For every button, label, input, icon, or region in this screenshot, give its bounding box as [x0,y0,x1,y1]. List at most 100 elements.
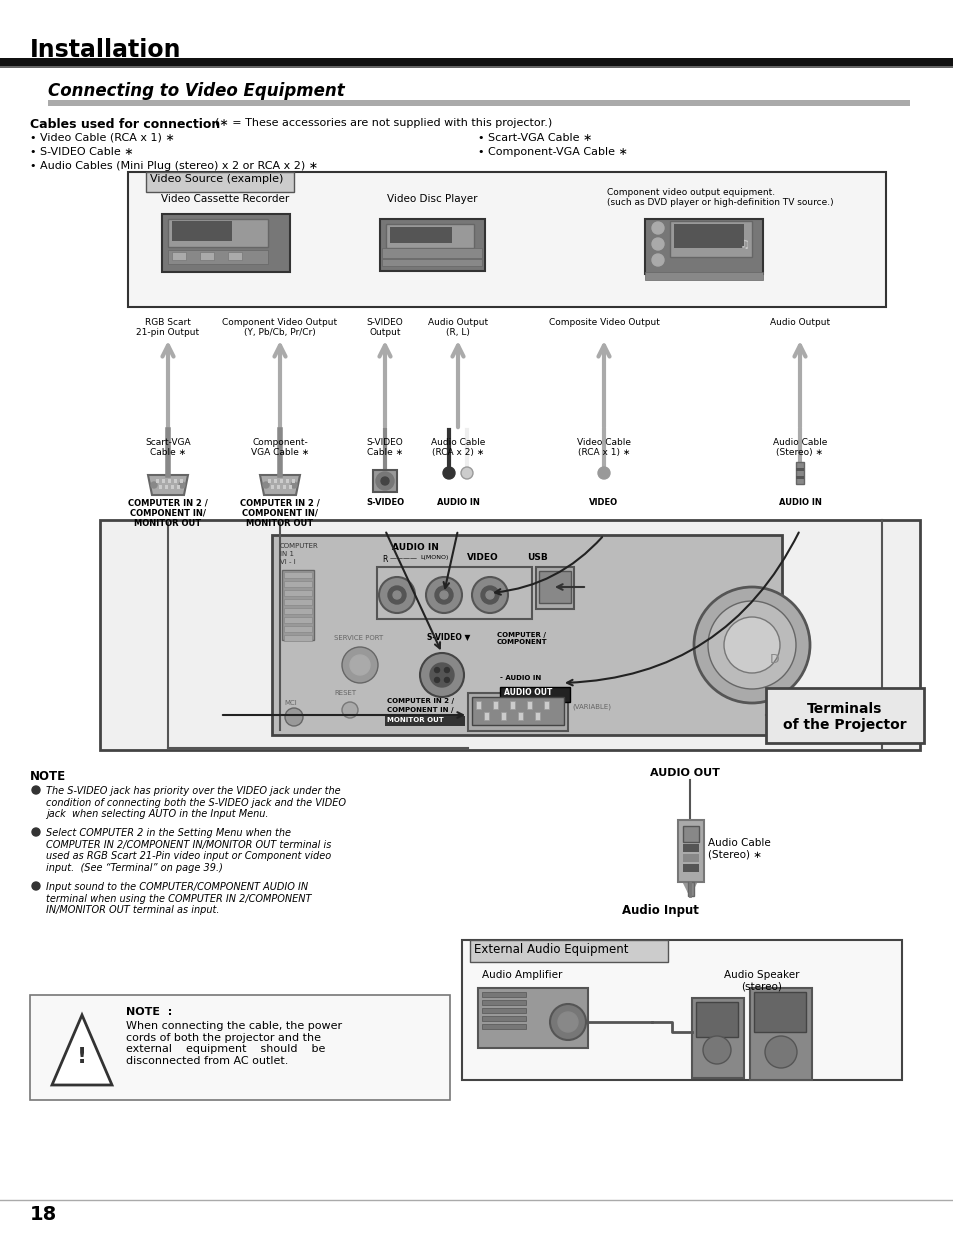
Bar [284,599,312,605]
Circle shape [435,585,453,604]
Bar [795,468,803,471]
Bar [274,479,276,483]
Polygon shape [148,475,188,495]
Bar [749,988,811,1079]
Circle shape [444,668,449,673]
Circle shape [388,585,406,604]
Bar [0,65,953,68]
Text: COMPONENT IN /: COMPONENT IN / [387,706,453,713]
Text: Component-
VGA Cable ∗: Component- VGA Cable ∗ [251,438,309,457]
Bar [286,479,289,483]
Text: External Audio Equipment: External Audio Equipment [474,944,628,956]
Text: VIDEO: VIDEO [589,498,618,508]
Bar [165,485,168,489]
Bar [678,820,703,882]
Text: ♫: ♫ [740,240,749,249]
Bar [0,58,953,65]
Bar [172,252,186,261]
Bar [168,219,268,247]
Text: Installation: Installation [30,38,181,62]
Text: S-VIDEO
Output: S-VIDEO Output [366,317,403,337]
Circle shape [485,592,494,599]
Bar [499,687,569,701]
Text: IN 1: IN 1 [280,551,294,557]
Bar [30,995,450,1100]
Circle shape [558,1011,578,1032]
Bar [526,701,532,709]
Circle shape [341,701,357,718]
Bar [284,618,312,622]
Text: The S-VIDEO jack has priority over the VIDEO jack under the
condition of connect: The S-VIDEO jack has priority over the V… [46,785,346,819]
Bar [272,535,781,735]
Bar [538,571,571,603]
Circle shape [435,678,439,683]
Text: When connecting the cable, the power
cords of both the projector and the
externa: When connecting the cable, the power cor… [126,1021,342,1066]
Circle shape [32,882,40,890]
Text: Audio Output
(R, L): Audio Output (R, L) [428,317,488,337]
Text: Cables used for connection: Cables used for connection [30,119,220,131]
Bar [381,259,481,266]
Bar [162,214,290,272]
Bar [284,572,312,578]
Circle shape [179,482,185,488]
Circle shape [263,482,269,488]
Bar [228,252,242,261]
Bar [172,221,232,241]
Text: ————: ———— [390,555,417,561]
Circle shape [598,467,609,479]
Bar [687,882,693,897]
Text: S-VIDEO: S-VIDEO [366,498,404,508]
Circle shape [32,827,40,836]
Bar [159,485,162,489]
Text: AUDIO IN: AUDIO IN [778,498,821,508]
Bar [146,172,294,191]
Bar [795,475,803,479]
Text: AUDIO IN: AUDIO IN [392,543,438,552]
Text: • S-VIDEO Cable ∗: • S-VIDEO Cable ∗ [30,147,133,157]
Text: Audio Cable
(RCA x 2) ∗: Audio Cable (RCA x 2) ∗ [431,438,485,457]
Bar [173,479,177,483]
Bar [276,485,280,489]
Circle shape [439,592,448,599]
Bar [644,219,762,274]
Bar [696,1002,738,1037]
Bar [500,713,505,720]
Polygon shape [260,475,299,495]
Bar [795,462,803,484]
Bar [284,626,312,632]
Bar [385,716,464,726]
Text: COMPUTER IN 2 /: COMPUTER IN 2 / [387,698,454,704]
Text: AUDIO OUT: AUDIO OUT [503,688,552,697]
Circle shape [472,577,507,613]
Bar [171,485,173,489]
Text: Connecting to Video Equipment: Connecting to Video Equipment [48,82,344,100]
Text: NOTE: NOTE [30,769,66,783]
Text: RESET: RESET [334,690,355,697]
Circle shape [291,482,296,488]
Bar [292,479,294,483]
Bar [691,998,743,1078]
Bar [481,992,525,997]
Circle shape [707,601,795,689]
Circle shape [151,482,157,488]
Circle shape [651,238,663,249]
Circle shape [32,785,40,794]
Circle shape [550,1004,585,1040]
Text: Audio Input: Audio Input [621,904,698,918]
Text: COMPUTER: COMPUTER [280,543,318,550]
Bar [765,688,923,743]
Bar [284,608,312,614]
Bar [481,1016,525,1021]
Circle shape [378,577,415,613]
Bar [280,479,283,483]
Text: • Audio Cables (Mini Plug (stereo) x 2 or RCA x 2) ∗: • Audio Cables (Mini Plug (stereo) x 2 o… [30,161,317,170]
Circle shape [430,663,454,687]
Circle shape [426,577,461,613]
Bar [510,701,515,709]
Bar [682,864,699,872]
Text: AUDIO IN: AUDIO IN [436,498,479,508]
Text: Select COMPUTER 2 in the Setting Menu when the
COMPUTER IN 2/COMPONENT IN/MONITO: Select COMPUTER 2 in the Setting Menu wh… [46,827,331,873]
Text: !: ! [77,1047,87,1067]
Bar [100,520,919,750]
Text: RGB Scart
21-pin Output: RGB Scart 21-pin Output [136,317,199,337]
